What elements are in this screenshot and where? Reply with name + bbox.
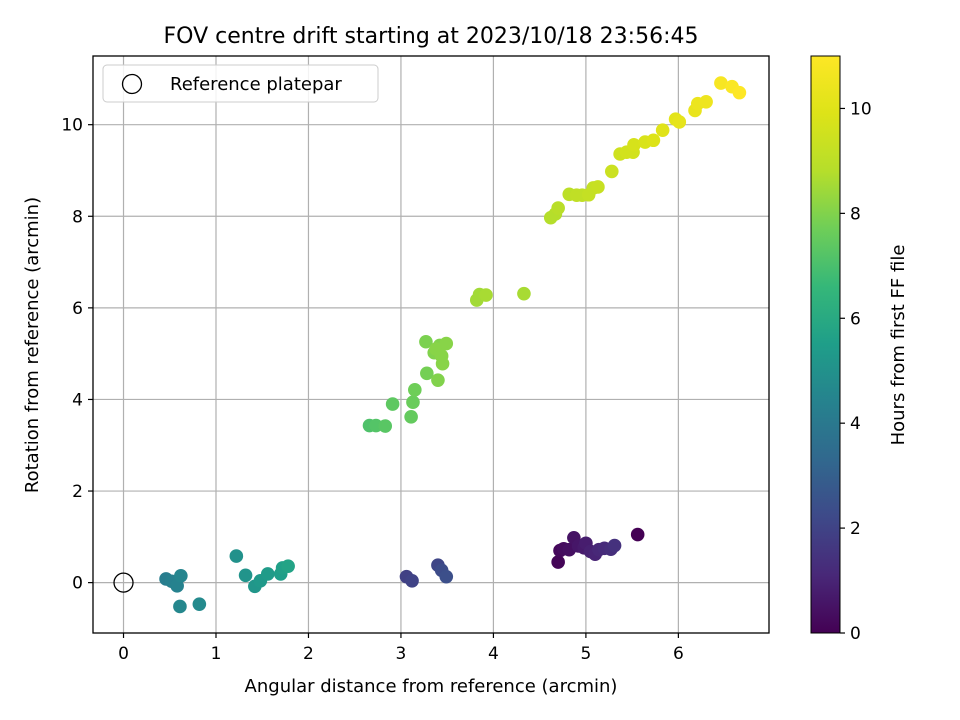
colorbar-tick-label: 0: [850, 624, 861, 644]
scatter-point: [173, 599, 187, 614]
scatter-point: [517, 286, 531, 301]
colorbar-label: Hours from first FF file: [888, 245, 909, 446]
plot-frame: [92, 55, 770, 634]
chart-title: FOV centre drift starting at 2023/10/18 …: [164, 24, 699, 49]
colorbar: 0 2 4 6 8 10 Hours from first FF file: [810, 55, 909, 644]
scatter-point: [408, 383, 422, 397]
scatter-point: [385, 397, 400, 411]
y-tick-label: 6: [72, 299, 83, 319]
x-tick-label: 4: [488, 644, 499, 664]
legend-box: [102, 64, 379, 103]
grid: [93, 56, 769, 633]
scatter-point: [174, 568, 188, 583]
scatter-point: [420, 366, 434, 381]
scatter-point: [646, 133, 661, 148]
legend-marker: [121, 73, 143, 95]
colorbar-tick-label: 8: [850, 204, 861, 224]
legend: Reference platepar: [102, 64, 379, 103]
scatter-point: [431, 373, 445, 388]
y-tick-label: 10: [61, 116, 83, 136]
scatter-point: [281, 559, 295, 573]
scatter-point: [732, 85, 747, 100]
scatter-point: [551, 201, 565, 215]
scatter-point: [714, 76, 728, 90]
x-tick-label: 2: [303, 644, 314, 664]
x-tick-label: 5: [580, 644, 591, 664]
scatter-point: [378, 419, 393, 433]
colorbar-gradient: [810, 55, 841, 634]
x-tick-label: 1: [211, 644, 222, 664]
colorbar-tick-label: 10: [850, 99, 872, 119]
y-tick-label: 4: [72, 390, 83, 410]
reference-marker: [113, 572, 134, 593]
scatter-point: [627, 138, 641, 152]
scatter-point: [404, 410, 418, 424]
colorbar-ticks: 0 2 4 6 8 10: [840, 99, 872, 644]
scatter-point: [479, 288, 493, 302]
y-tick-label: 0: [72, 574, 83, 594]
scatter-point: [699, 94, 713, 109]
scatter-point: [419, 334, 433, 349]
scatter-point: [434, 349, 449, 363]
scatter-point: [604, 164, 619, 179]
scatter-point: [406, 395, 420, 410]
scatter-point: [192, 597, 207, 611]
scatter-point: [439, 569, 454, 584]
scatter-point: [439, 336, 454, 351]
scatter-point: [672, 115, 687, 129]
legend-label: Reference platepar: [170, 74, 342, 95]
y-tick-label: 2: [72, 482, 83, 502]
points-layer: [159, 76, 747, 614]
colorbar-tick-label: 4: [850, 414, 861, 434]
scatter-point: [630, 527, 645, 542]
y-axis: 0 2 4 6 8 10: [61, 116, 93, 594]
x-tick-label: 6: [673, 644, 684, 664]
y-axis-label: Rotation from reference (arcmin): [22, 197, 43, 493]
scatter-point: [607, 538, 622, 553]
x-axis-label: Angular distance from reference (arcmin): [245, 676, 618, 697]
x-tick-label: 0: [118, 644, 129, 664]
scatter-point: [655, 123, 670, 137]
scatter-point: [260, 567, 275, 581]
y-tick-label: 8: [72, 207, 83, 227]
scatter-point: [229, 549, 244, 563]
scatter-point: [591, 180, 605, 194]
scatter-point: [238, 568, 253, 583]
colorbar-tick-label: 6: [850, 309, 861, 329]
x-tick-label: 3: [396, 644, 407, 664]
scatter-point: [405, 573, 419, 588]
scatter-point: [551, 555, 565, 569]
x-axis: 0 1 2 3 4 5 6: [118, 633, 684, 664]
colorbar-tick-label: 2: [850, 519, 861, 539]
